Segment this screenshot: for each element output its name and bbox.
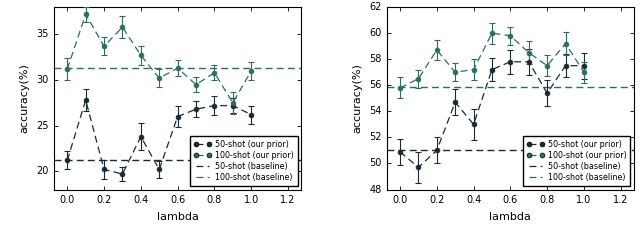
Y-axis label: accuracy(%): accuracy(%) — [352, 63, 362, 133]
Legend: 50-shot (our prior), 100-shot (our prior), 50-shot (baseline), 100-shot (baselin: 50-shot (our prior), 100-shot (our prior… — [190, 136, 298, 186]
Y-axis label: accuracy(%): accuracy(%) — [19, 63, 29, 133]
X-axis label: lambda: lambda — [157, 212, 198, 222]
X-axis label: lambda: lambda — [490, 212, 531, 222]
Legend: 50-shot (our prior), 100-shot (our prior), 50-shot (baseline), 100-shot (baselin: 50-shot (our prior), 100-shot (our prior… — [523, 136, 630, 186]
